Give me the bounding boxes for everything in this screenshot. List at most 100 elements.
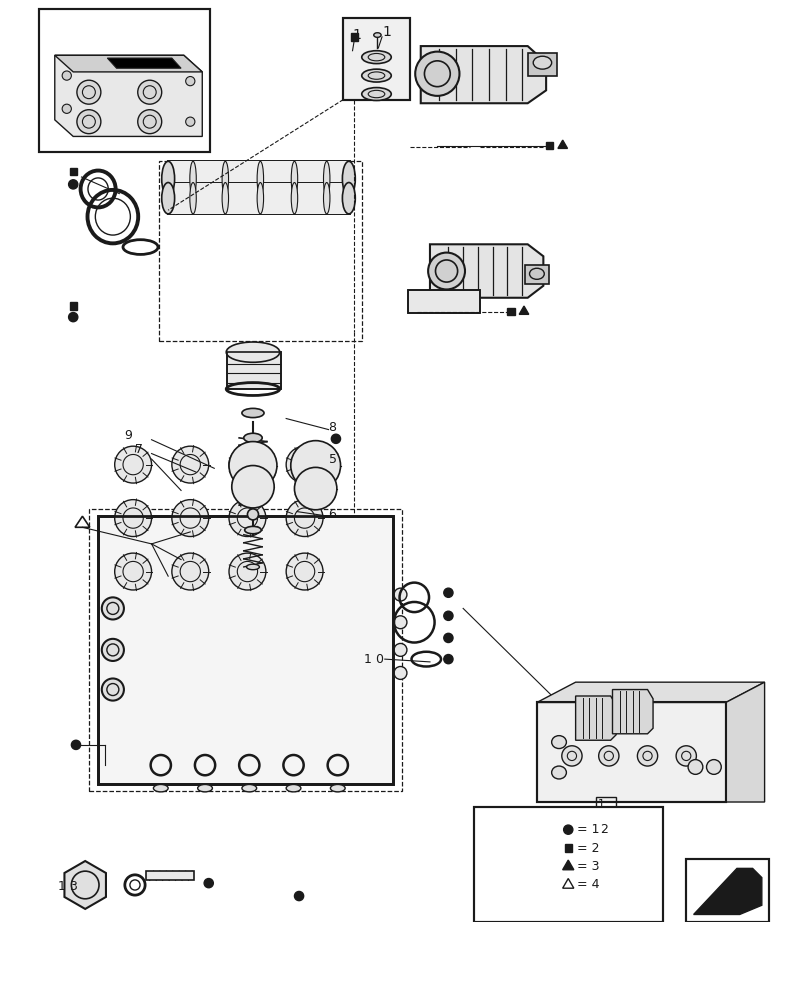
Text: 1: 1 [363, 653, 371, 666]
Polygon shape [64, 861, 105, 909]
Circle shape [229, 553, 265, 590]
Circle shape [393, 643, 406, 656]
Circle shape [285, 553, 323, 590]
Bar [595, 797, 616, 811]
Circle shape [294, 467, 337, 510]
Ellipse shape [101, 639, 124, 661]
Ellipse shape [190, 183, 196, 214]
Polygon shape [483, 993, 518, 1000]
Bar [536, 702, 725, 802]
Text: 6: 6 [328, 508, 336, 521]
Bar [159, 161, 362, 341]
Circle shape [172, 446, 208, 483]
Circle shape [77, 110, 101, 134]
Circle shape [444, 633, 453, 643]
Circle shape [204, 879, 213, 888]
Text: 1: 1 [597, 799, 604, 809]
Circle shape [331, 434, 340, 443]
Circle shape [285, 500, 323, 537]
Ellipse shape [285, 784, 301, 792]
Circle shape [62, 104, 71, 113]
Circle shape [71, 740, 80, 749]
Circle shape [563, 825, 572, 834]
Ellipse shape [373, 33, 380, 37]
Polygon shape [611, 690, 652, 734]
Ellipse shape [362, 51, 391, 64]
Polygon shape [483, 980, 530, 993]
Circle shape [290, 441, 340, 490]
Bar [479, 974, 555, 1000]
Bar [98, 516, 393, 784]
Bar [168, 183, 350, 214]
Bar [70, 302, 77, 310]
Bar [524, 265, 548, 284]
Ellipse shape [342, 183, 355, 214]
Ellipse shape [242, 784, 256, 792]
Ellipse shape [226, 342, 279, 362]
Ellipse shape [247, 564, 259, 570]
Circle shape [172, 500, 208, 537]
Circle shape [444, 611, 453, 620]
Ellipse shape [190, 161, 196, 196]
Circle shape [229, 446, 265, 483]
Circle shape [114, 446, 152, 483]
Polygon shape [107, 58, 181, 68]
Bar [39, 9, 209, 152]
Bar [479, 974, 555, 1000]
Circle shape [444, 588, 453, 597]
Polygon shape [54, 55, 202, 72]
Text: 3: 3 [68, 880, 76, 893]
Ellipse shape [153, 784, 168, 792]
Polygon shape [430, 244, 543, 298]
Ellipse shape [257, 183, 264, 214]
Ellipse shape [244, 526, 261, 534]
Bar [407, 290, 479, 313]
Ellipse shape [362, 88, 391, 100]
Circle shape [114, 553, 152, 590]
Bar [227, 352, 281, 389]
Text: = 4: = 4 [576, 878, 599, 891]
Bar [70, 168, 77, 175]
Text: 9: 9 [124, 429, 131, 442]
Ellipse shape [362, 69, 391, 82]
Bar [536, 702, 725, 802]
Ellipse shape [243, 433, 262, 442]
Text: 5: 5 [328, 453, 336, 466]
Bar [564, 844, 571, 852]
Polygon shape [725, 682, 764, 802]
Ellipse shape [342, 161, 355, 196]
Ellipse shape [222, 161, 228, 196]
Circle shape [114, 500, 152, 537]
Polygon shape [557, 140, 567, 148]
Text: 1: 1 [58, 880, 66, 893]
Circle shape [229, 500, 265, 537]
Circle shape [172, 553, 208, 590]
Text: 8: 8 [328, 421, 336, 434]
Ellipse shape [551, 766, 566, 779]
Ellipse shape [161, 161, 174, 196]
Bar [39, 9, 209, 152]
Circle shape [427, 253, 465, 289]
Text: 1: 1 [381, 25, 390, 39]
Ellipse shape [101, 597, 124, 619]
Circle shape [393, 588, 406, 601]
Ellipse shape [197, 784, 212, 792]
Bar [474, 807, 663, 922]
Ellipse shape [323, 183, 329, 214]
Circle shape [294, 891, 303, 901]
Bar [227, 352, 281, 389]
Bar [343, 18, 410, 100]
Text: 2: 2 [600, 823, 607, 836]
Circle shape [637, 746, 657, 766]
Bar [88, 509, 401, 791]
Circle shape [231, 466, 274, 508]
Text: = 1: = 1 [576, 823, 599, 836]
Bar [146, 871, 194, 880]
Circle shape [186, 77, 195, 86]
Ellipse shape [222, 183, 228, 214]
Circle shape [138, 80, 161, 104]
Circle shape [393, 616, 406, 629]
Polygon shape [54, 55, 202, 136]
Circle shape [138, 110, 161, 134]
Circle shape [285, 446, 323, 483]
